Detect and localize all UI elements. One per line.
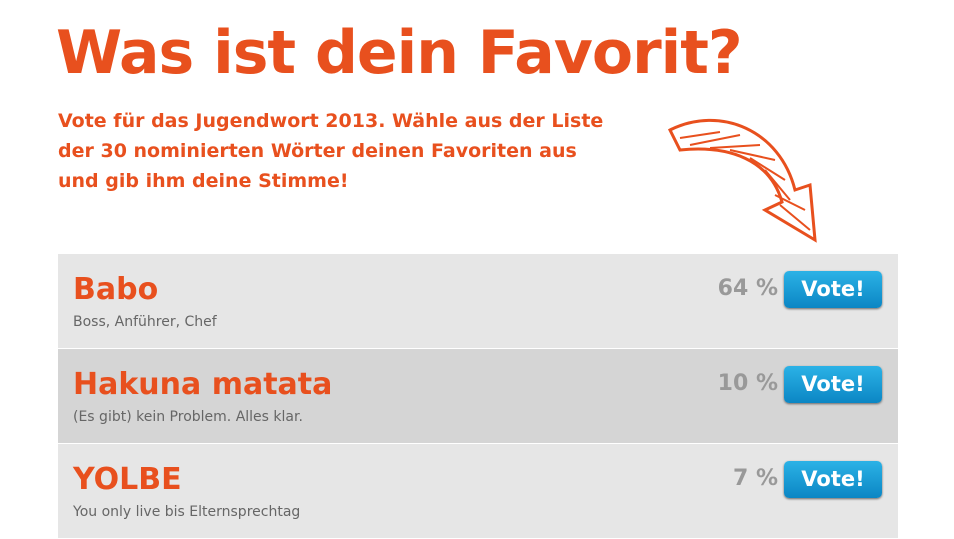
title: Was ist dein Favorit? (56, 18, 743, 88)
word-description: You only live bis Elternsprechtag (73, 504, 301, 520)
vote-row: Hakuna matata (Es gibt) kein Problem. All… (58, 349, 898, 444)
vote-list: Babo Boss, Anführer, Chef 64 % Vote! Hakuna … (58, 254, 898, 539)
vote-button[interactable]: Vote! (784, 366, 882, 403)
word: Babo (73, 272, 159, 307)
word: Hakuna matata (73, 367, 333, 402)
vote-row: YOLBE You only live bis Elternsprechtag 7 … (58, 444, 898, 539)
vote-percent: 10 % (717, 371, 778, 396)
word: YOLBE (73, 462, 182, 497)
intro: Vote für das Jugendwort 2013. Wähle aus … (58, 106, 603, 196)
word-description: (Es gibt) kein Problem. Alles klar. (73, 409, 303, 425)
vote-button[interactable]: Vote! (784, 271, 882, 308)
word-description: Boss, Anführer, Chef (73, 314, 217, 330)
vote-percent: 64 % (717, 276, 778, 301)
vote-row: Babo Boss, Anführer, Chef 64 % Vote! (58, 254, 898, 349)
intro-line: und gib ihm deine Stimme! (58, 170, 349, 192)
vote-button[interactable]: Vote! (784, 461, 882, 498)
vote-percent: 7 % (732, 466, 778, 491)
arrow (667, 118, 817, 243)
intro-line: der 30 nominierten Wörter deinen Favorit… (58, 140, 577, 162)
intro-line: Vote für das Jugendwort 2013. Wähle aus … (58, 110, 604, 132)
